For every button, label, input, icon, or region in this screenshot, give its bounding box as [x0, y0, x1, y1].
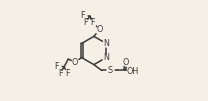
- Text: F: F: [83, 18, 88, 27]
- Text: F: F: [58, 69, 62, 78]
- Text: F: F: [55, 62, 59, 71]
- Text: N: N: [103, 39, 109, 48]
- Text: O: O: [96, 25, 103, 34]
- Text: F: F: [80, 11, 85, 20]
- Text: N: N: [103, 53, 109, 62]
- Text: O: O: [72, 58, 78, 67]
- Text: OH: OH: [126, 66, 139, 76]
- Text: F: F: [65, 69, 69, 78]
- Text: O: O: [123, 58, 129, 67]
- Text: S: S: [107, 66, 112, 75]
- Text: F: F: [90, 18, 95, 27]
